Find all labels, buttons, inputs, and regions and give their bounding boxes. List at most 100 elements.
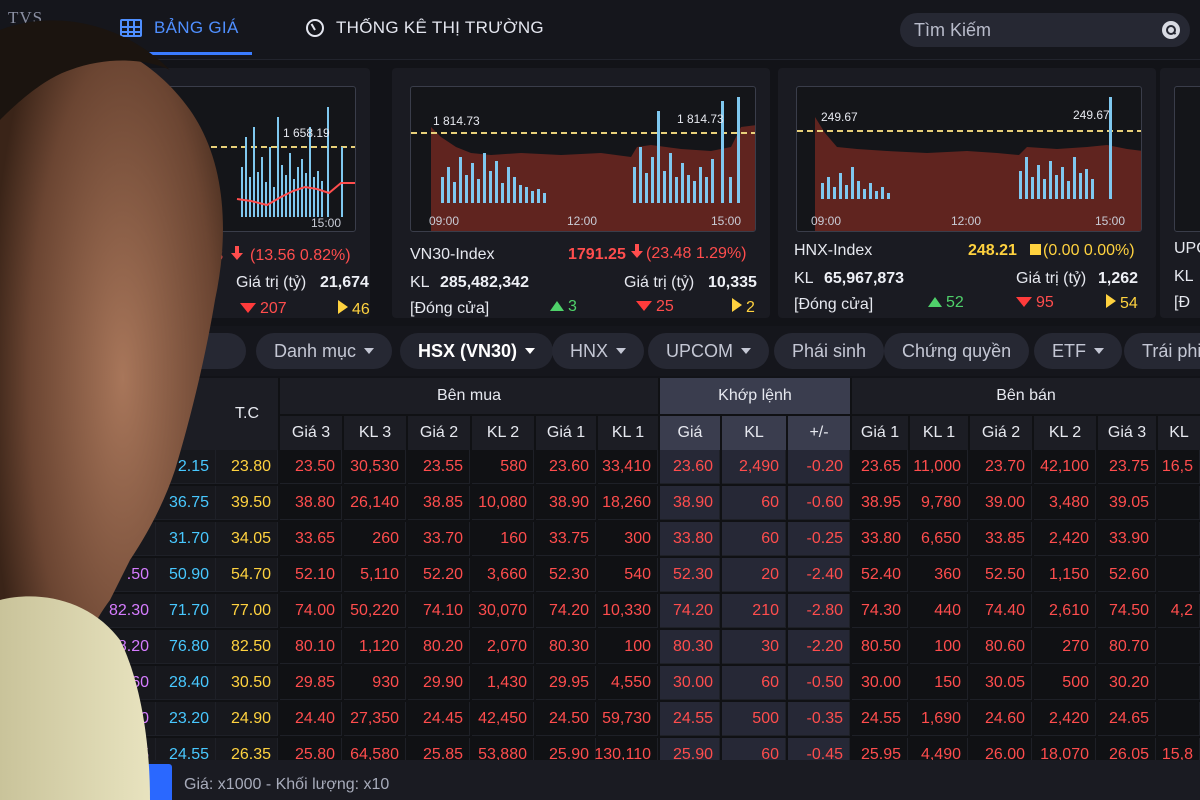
cell-bv2: 42,450 <box>472 702 534 736</box>
cell-b2: 52.20 <box>408 558 470 592</box>
table-row[interactable]: .50 50.90 54.70 52.10 5,110 52.20 3,660 52.30 54… <box>98 558 1200 592</box>
cell-s2: 23.70 <box>970 450 1032 484</box>
tab-market-stats[interactable]: THỐNG KÊ THỊ TRƯỜNG <box>306 18 544 38</box>
reference-label: 1 658.19 <box>283 126 330 140</box>
header-match-col[interactable]: Giá <box>660 416 720 450</box>
time-label-open: 09:00 <box>429 214 459 228</box>
index-change-percent: (13.56 0.82%) <box>250 247 351 264</box>
cell-sv3: 15,8 <box>1158 738 1200 760</box>
header-sell-col[interactable]: Giá 1 <box>852 416 908 450</box>
cell-v: 60 <box>722 666 786 700</box>
footer-bar: Đặt lệnh Giá: x1000 - Khối lượng: x10 <box>0 760 1200 800</box>
header-buy-col[interactable]: Giá 3 <box>280 416 342 450</box>
table-row[interactable]: 82.30 71.70 77.00 74.00 50,220 74.10 30,070 74.… <box>98 594 1200 628</box>
cell-bv1: 33,410 <box>598 450 658 484</box>
header-sell-col[interactable]: KL 2 <box>1034 416 1096 450</box>
filter-etf[interactable]: ETF <box>1034 333 1122 369</box>
time-label-close: 15:00 <box>1095 214 1125 228</box>
cell-bv3: 27,350 <box>344 702 406 736</box>
header-sell-col[interactable]: Giá 2 <box>970 416 1032 450</box>
decliners-count: 207 <box>240 300 287 318</box>
header-buy-col[interactable]: Giá 1 <box>536 416 596 450</box>
filter-watchlist[interactable]: Danh mục <box>256 333 393 369</box>
cell-b1: 80.30 <box>536 630 596 664</box>
header-buy-col[interactable]: KL 2 <box>472 416 534 450</box>
cell-v: 60 <box>722 522 786 556</box>
table-row[interactable]: 31.70 34.05 33.65 260 33.70 160 33.75 300 33.80 6… <box>98 522 1200 556</box>
index-card-hnx[interactable]: 249.67 249.67 09:00 12:00 15:00 HNX-Inde… <box>778 68 1156 318</box>
advancers-count: 3 <box>550 298 577 316</box>
index-card-upcom[interactable]: UPC KL [Đ <box>1160 68 1200 318</box>
filter-hnx[interactable]: HNX <box>552 333 645 369</box>
header-sell-col[interactable]: Giá 3 <box>1098 416 1156 450</box>
header-match-col[interactable]: +/- <box>788 416 850 450</box>
filter-search-pill[interactable] <box>120 333 246 369</box>
header-partial-label: n <box>152 405 162 422</box>
cell-bv2: 580 <box>472 450 534 484</box>
caret-down-icon <box>525 348 536 354</box>
cell-b2: 25.85 <box>408 738 470 760</box>
index-card-vnindex[interactable]: 1 658.19 15:00 4.63 (13.56 0.82%) Giá tr… <box>0 68 370 318</box>
cell-ch: -0.45 <box>788 738 850 760</box>
header-ref-price[interactable]: T.C <box>216 378 278 450</box>
cell-sv1: 360 <box>910 558 968 592</box>
cell-s3: 39.05 <box>1098 486 1156 520</box>
header-buy-col[interactable]: Giá 2 <box>408 416 470 450</box>
cell-b1: 29.95 <box>536 666 596 700</box>
filter-derivatives[interactable]: Phái sinh <box>774 333 885 369</box>
cell-sv3: 4,2 <box>1158 594 1200 628</box>
table-row[interactable]: 28.15 24.55 26.35 25.80 64,580 25.85 53,880 25.… <box>98 738 1200 760</box>
cell-bv3: 5,110 <box>344 558 406 592</box>
cell-sv2: 2,420 <box>1034 702 1096 736</box>
filter-warrants[interactable]: Chứng quyền <box>884 333 1030 369</box>
decliners-value: 25 <box>656 298 674 315</box>
cell-v: 30 <box>722 630 786 664</box>
cell-p: 38.90 <box>660 486 720 520</box>
header-sell-col[interactable]: KL <box>1158 416 1200 450</box>
cell-floor: 28.40 <box>156 666 216 700</box>
header-buy-col[interactable]: KL 1 <box>598 416 658 450</box>
cell-s1: 25.95 <box>852 738 908 760</box>
filter-hsx-vn30[interactable]: HSX (VN30) <box>400 333 554 369</box>
filter-bonds[interactable]: Trái phi <box>1124 333 1200 369</box>
cell-ch: -0.20 <box>788 450 850 484</box>
header-match-group: Khớp lệnh <box>660 378 850 414</box>
index-card-vn30[interactable]: 1 814.73 1 814.73 09:00 12:00 15:00 VN30… <box>392 68 770 318</box>
header-sell-col[interactable]: KL 1 <box>910 416 968 450</box>
cell-b1: 25.90 <box>536 738 596 760</box>
cell-b3: 23.50 <box>280 450 342 484</box>
index-area <box>815 117 1141 231</box>
search-input[interactable] <box>914 18 1144 42</box>
unchanged-count: 2 <box>732 298 755 317</box>
index-chart-svg: 1 814.73 1 814.73 09:00 12:00 15:00 <box>411 97 755 231</box>
table-row[interactable]: 88.20 76.80 82.50 80.10 1,120 80.20 2,070 80.30… <box>98 630 1200 664</box>
place-order-button[interactable]: Đặt lệnh <box>0 764 172 800</box>
volume-label: KL <box>410 274 430 291</box>
cell-sv3: 16,5 <box>1158 450 1200 484</box>
table-row[interactable]: 36.75 39.50 38.80 26,140 38.85 10,080 38.90 18,… <box>98 486 1200 520</box>
table-row[interactable]: 26.60 23.20 24.90 24.40 27,350 24.45 42,450 24.… <box>98 702 1200 736</box>
filter-label: Trái phi <box>1142 340 1200 361</box>
cell-s3: 80.70 <box>1098 630 1156 664</box>
table-row[interactable]: 32.60 28.40 30.50 29.85 930 29.90 1,430 29.95 4,… <box>98 666 1200 700</box>
cell-s3: 23.75 <box>1098 450 1156 484</box>
cell-bv1: 18,260 <box>598 486 658 520</box>
table-row[interactable]: 2.15 23.80 23.50 30,530 23.55 580 23.60 33,410 2… <box>98 450 1200 484</box>
cell-sv2: 2,420 <box>1034 522 1096 556</box>
tab-price-board[interactable]: BẢNG GIÁ <box>120 18 239 38</box>
cell-bv3: 64,580 <box>344 738 406 760</box>
header-match-col[interactable]: KL <box>722 416 786 450</box>
time-label-open: 09:00 <box>811 214 841 228</box>
header-buy-col[interactable]: KL 3 <box>344 416 406 450</box>
cell-s3: 33.90 <box>1098 522 1156 556</box>
search-icon[interactable] <box>1162 21 1180 39</box>
cell-b2: 23.55 <box>408 450 470 484</box>
filter-upcom[interactable]: UPCOM <box>648 333 769 369</box>
cell-sv1: 11,000 <box>910 450 968 484</box>
header-buy-group: Bên mua <box>280 378 658 414</box>
cell-s1: 24.55 <box>852 702 908 736</box>
triangle-right-icon <box>338 300 348 314</box>
cell-ref: 23.80 <box>216 450 278 484</box>
cell-bv3: 930 <box>344 666 406 700</box>
table-grid-icon <box>120 19 142 37</box>
